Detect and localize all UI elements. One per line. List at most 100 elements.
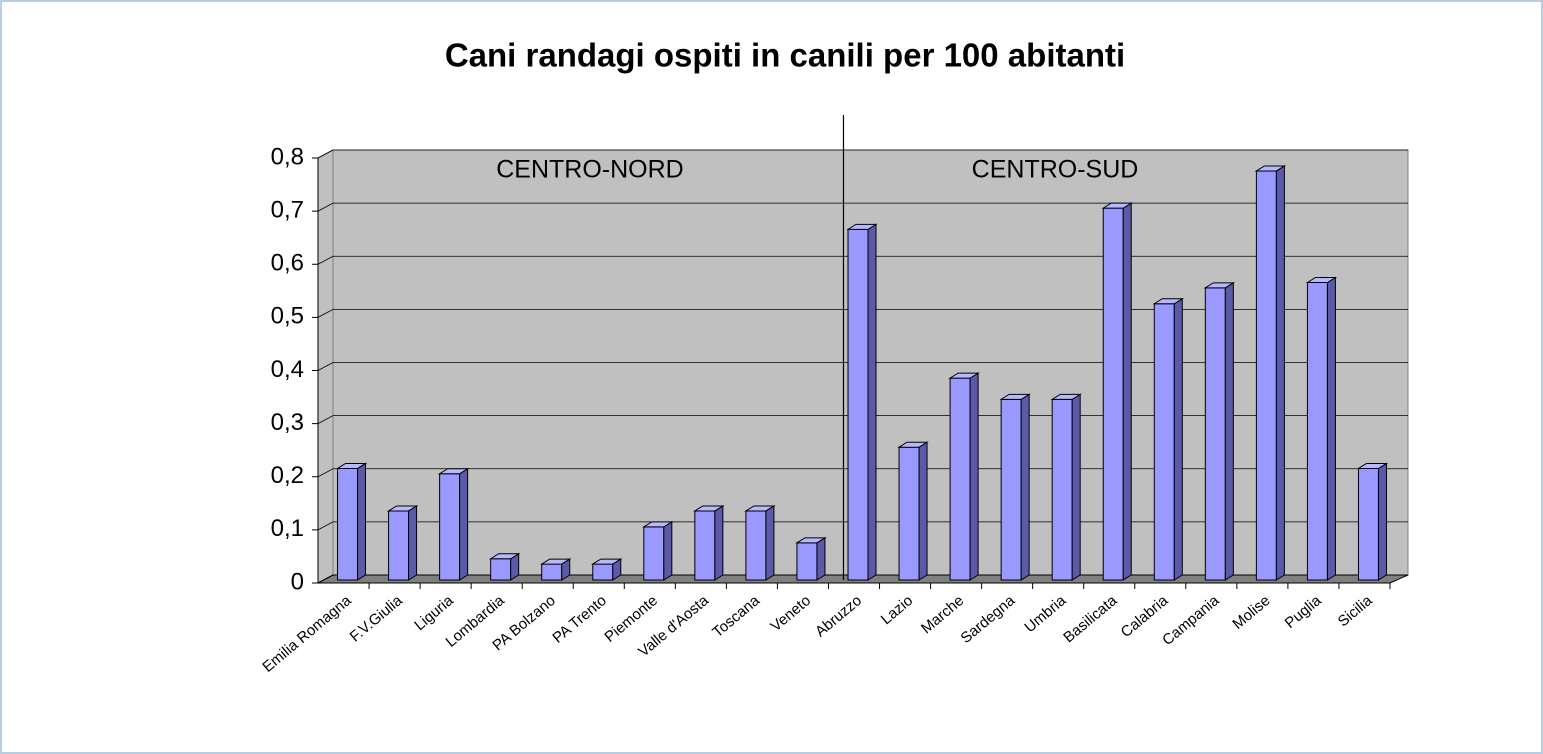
bar-top bbox=[948, 372, 980, 379]
y-tick-label: 0,6 bbox=[271, 250, 304, 277]
grid-line bbox=[317, 202, 1408, 212]
bar-side bbox=[357, 462, 367, 581]
bar bbox=[999, 393, 1031, 581]
bar-side bbox=[1020, 393, 1030, 581]
grid-line bbox=[317, 415, 1408, 424]
bar-front bbox=[1357, 467, 1379, 581]
bar-side bbox=[765, 505, 775, 581]
bar-top bbox=[335, 462, 368, 469]
bar-side bbox=[1275, 165, 1285, 581]
bar-side bbox=[1122, 202, 1132, 581]
bar-front bbox=[1051, 398, 1073, 581]
bar bbox=[488, 552, 521, 581]
bar-top bbox=[744, 505, 776, 512]
grid-line bbox=[317, 521, 1408, 531]
bar-front bbox=[1204, 287, 1226, 581]
annotation: CENTRO-NORD bbox=[496, 156, 684, 184]
bar-side bbox=[408, 505, 418, 581]
bar-front bbox=[1102, 207, 1124, 581]
bar-top bbox=[386, 505, 419, 512]
bar-front bbox=[643, 526, 665, 581]
bar-front bbox=[541, 563, 563, 581]
y-tick-label: 0,4 bbox=[271, 356, 304, 383]
bar bbox=[795, 536, 827, 581]
bar-top bbox=[897, 441, 929, 448]
bar-front bbox=[1000, 398, 1022, 581]
bar bbox=[948, 372, 980, 581]
bar bbox=[846, 223, 878, 581]
grid-line bbox=[317, 255, 1408, 265]
bar bbox=[591, 558, 623, 581]
bar-side bbox=[1326, 276, 1336, 581]
bar bbox=[1101, 202, 1133, 581]
grid-line bbox=[317, 362, 1408, 371]
y-tick-label: 0,1 bbox=[271, 515, 304, 542]
bar bbox=[539, 558, 572, 581]
bar-front bbox=[694, 510, 716, 581]
bar-top bbox=[795, 537, 827, 544]
bar-top bbox=[642, 521, 674, 528]
grid-line bbox=[317, 468, 1408, 478]
bar bbox=[1152, 297, 1185, 581]
bar bbox=[335, 462, 368, 581]
bar bbox=[642, 520, 674, 581]
bar-top bbox=[1356, 462, 1389, 469]
bar-top bbox=[846, 223, 878, 230]
bar bbox=[744, 505, 776, 581]
bar-side bbox=[1071, 393, 1081, 581]
bar-side bbox=[816, 536, 826, 581]
bar-side bbox=[1224, 281, 1234, 581]
bar bbox=[1356, 462, 1389, 581]
bar-front bbox=[1306, 282, 1328, 581]
bar bbox=[1203, 281, 1236, 581]
bar-front bbox=[1255, 170, 1277, 581]
y-tick-label: 0 bbox=[291, 568, 304, 595]
y-tick-label: 0,3 bbox=[271, 409, 304, 436]
bar-side bbox=[714, 505, 724, 581]
bar bbox=[386, 505, 419, 581]
bar-top bbox=[488, 553, 521, 560]
bar-top bbox=[591, 558, 623, 565]
bar-top bbox=[1254, 165, 1287, 172]
bar-front bbox=[1153, 303, 1175, 581]
grid-line bbox=[317, 574, 1408, 584]
bar-side bbox=[663, 520, 673, 581]
bar bbox=[1305, 276, 1338, 581]
bar-side bbox=[459, 467, 469, 581]
grid-line bbox=[317, 149, 1408, 159]
bar-top bbox=[1203, 282, 1236, 289]
y-tick-label: 0,8 bbox=[271, 143, 304, 170]
bar-front bbox=[388, 510, 410, 581]
bar-top bbox=[1050, 393, 1082, 400]
y-tick-label: 0,5 bbox=[271, 303, 304, 330]
bar-side bbox=[1377, 462, 1387, 581]
bar bbox=[1050, 393, 1082, 581]
bar-top bbox=[539, 558, 572, 565]
bar-side bbox=[918, 441, 928, 581]
y-tick-label: 0,2 bbox=[271, 462, 304, 489]
bar bbox=[897, 441, 929, 581]
bar-front bbox=[592, 563, 614, 581]
bar-front bbox=[745, 510, 767, 581]
bar-front bbox=[337, 467, 359, 581]
bar-top bbox=[1152, 298, 1185, 305]
annotation: CENTRO-SUD bbox=[972, 156, 1139, 184]
bar-front bbox=[439, 473, 461, 581]
bar-side bbox=[867, 223, 877, 581]
bar-top bbox=[693, 505, 725, 512]
bar-top bbox=[1101, 202, 1133, 209]
bar bbox=[693, 505, 725, 581]
bar-front bbox=[898, 446, 920, 581]
bar-side bbox=[969, 372, 979, 581]
bar-front bbox=[796, 542, 818, 581]
bar-front bbox=[949, 377, 971, 581]
bar-top bbox=[999, 393, 1031, 400]
bar-side bbox=[1173, 297, 1183, 581]
bar-top bbox=[437, 468, 470, 475]
bar-top bbox=[1305, 277, 1338, 283]
chart-title: Cani randagi ospiti in canili per 100 ab… bbox=[445, 37, 1125, 74]
bar-front bbox=[847, 228, 869, 581]
bar-front bbox=[490, 558, 512, 581]
y-tick-label: 0,7 bbox=[271, 196, 304, 223]
bar bbox=[1254, 165, 1287, 581]
